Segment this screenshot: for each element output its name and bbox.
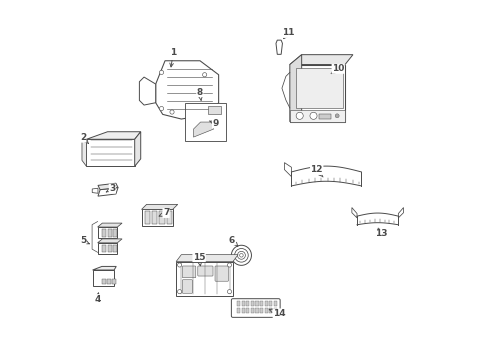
Polygon shape	[142, 210, 172, 226]
Circle shape	[231, 245, 251, 265]
Polygon shape	[290, 110, 345, 122]
Text: 13: 13	[375, 228, 388, 238]
Polygon shape	[98, 188, 118, 196]
Circle shape	[240, 253, 243, 257]
Bar	[246, 301, 249, 306]
Text: 1: 1	[170, 48, 176, 67]
Circle shape	[227, 263, 232, 267]
Polygon shape	[352, 208, 357, 218]
Circle shape	[177, 263, 182, 267]
Bar	[113, 245, 117, 252]
Text: 7: 7	[159, 208, 169, 217]
Bar	[102, 279, 105, 284]
Polygon shape	[167, 211, 172, 225]
Circle shape	[296, 112, 303, 120]
Polygon shape	[276, 40, 282, 54]
Bar	[274, 301, 277, 306]
Polygon shape	[290, 64, 345, 122]
Text: 10: 10	[331, 64, 344, 74]
Polygon shape	[98, 243, 117, 254]
Bar	[255, 308, 259, 313]
Polygon shape	[398, 208, 403, 218]
Text: 6: 6	[229, 236, 238, 246]
Polygon shape	[194, 122, 214, 137]
Circle shape	[202, 73, 207, 77]
Bar	[265, 308, 268, 313]
Polygon shape	[87, 139, 135, 166]
FancyBboxPatch shape	[182, 280, 193, 293]
Polygon shape	[98, 223, 122, 227]
Bar	[242, 301, 245, 306]
Circle shape	[170, 110, 174, 114]
Circle shape	[159, 70, 164, 75]
Polygon shape	[135, 132, 141, 166]
Bar	[251, 308, 254, 313]
Polygon shape	[145, 211, 150, 225]
Polygon shape	[176, 262, 233, 296]
Polygon shape	[93, 266, 116, 270]
Text: 15: 15	[193, 253, 205, 266]
Circle shape	[227, 289, 232, 294]
Circle shape	[238, 251, 245, 259]
Polygon shape	[159, 211, 165, 225]
Bar	[274, 308, 277, 313]
Bar	[108, 229, 112, 237]
Bar	[269, 308, 272, 313]
Polygon shape	[156, 61, 219, 119]
Text: 4: 4	[94, 293, 100, 303]
Bar	[246, 308, 249, 313]
Bar	[269, 301, 272, 306]
Bar	[186, 103, 225, 141]
Bar	[260, 301, 263, 306]
FancyBboxPatch shape	[198, 266, 213, 276]
Bar	[108, 245, 112, 252]
Bar	[319, 114, 331, 119]
FancyBboxPatch shape	[231, 299, 280, 318]
Circle shape	[310, 112, 317, 120]
Bar	[255, 301, 259, 306]
Bar	[237, 308, 240, 313]
Text: 5: 5	[80, 237, 89, 246]
Polygon shape	[176, 255, 238, 262]
Polygon shape	[98, 183, 118, 190]
Polygon shape	[87, 132, 141, 139]
Polygon shape	[93, 270, 114, 286]
Polygon shape	[92, 188, 98, 193]
Bar	[237, 301, 240, 306]
Polygon shape	[98, 239, 122, 243]
Circle shape	[235, 248, 248, 262]
Polygon shape	[142, 204, 178, 210]
Text: 14: 14	[269, 309, 286, 318]
Polygon shape	[139, 77, 156, 105]
Text: 11: 11	[282, 28, 294, 39]
Polygon shape	[98, 227, 117, 238]
Text: 3: 3	[106, 184, 116, 193]
FancyBboxPatch shape	[182, 266, 196, 278]
FancyBboxPatch shape	[215, 266, 228, 281]
Polygon shape	[208, 106, 220, 114]
Polygon shape	[82, 136, 87, 166]
Bar	[260, 308, 263, 313]
Bar	[102, 229, 106, 237]
Bar	[102, 245, 106, 252]
Bar	[265, 301, 268, 306]
Bar	[251, 301, 254, 306]
Polygon shape	[290, 55, 302, 122]
Circle shape	[177, 289, 182, 294]
Bar	[113, 229, 117, 237]
Text: 12: 12	[311, 166, 323, 177]
Polygon shape	[152, 211, 157, 225]
Text: 9: 9	[209, 119, 219, 128]
Bar	[112, 279, 116, 284]
Text: 8: 8	[196, 87, 203, 100]
Polygon shape	[290, 55, 353, 64]
Polygon shape	[285, 163, 292, 177]
Bar	[107, 279, 111, 284]
Circle shape	[159, 107, 164, 111]
Text: 2: 2	[80, 133, 89, 144]
Bar	[242, 308, 245, 313]
Circle shape	[335, 114, 339, 118]
Polygon shape	[296, 68, 343, 108]
